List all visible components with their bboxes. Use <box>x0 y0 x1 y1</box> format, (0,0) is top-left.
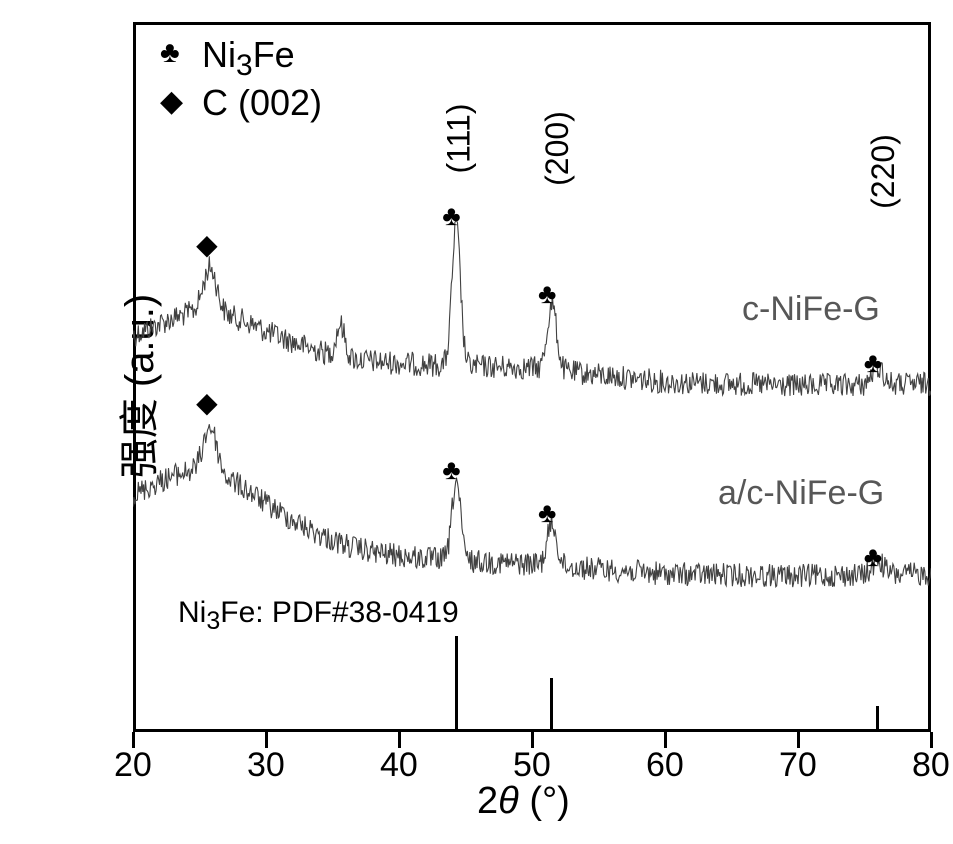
legend-symbol: ♣ <box>160 36 180 70</box>
peak-symbol: ◆ <box>196 228 218 261</box>
pdf-ref-text: Ni3Fe: PDF#38-0419 <box>178 596 459 636</box>
peak-label: (200) <box>539 111 576 186</box>
peak-symbol: ♣ <box>442 200 460 232</box>
pdf-ref-line <box>550 678 553 730</box>
legend-symbol: ◆ <box>160 84 183 119</box>
peak-symbol: ♣ <box>538 278 556 310</box>
legend-text: Ni3Fe <box>202 34 295 83</box>
peak-symbol: ♣ <box>538 497 556 529</box>
series-label-top: c-NiFe-G <box>742 290 880 329</box>
chart-root: { "canvas": { "width": 953, "height": 84… <box>0 0 953 844</box>
pdf-ref-line <box>455 636 458 730</box>
x-tick-label: 60 <box>646 746 684 785</box>
peak-symbol: ♣ <box>864 347 882 379</box>
legend-text: C (002) <box>202 82 322 124</box>
pdf-ref-line <box>876 706 879 730</box>
x-tick-label: 20 <box>114 746 152 785</box>
x-tick-label: 80 <box>912 746 950 785</box>
x-tick-label: 50 <box>513 746 551 785</box>
peak-symbol: ♣ <box>864 541 882 573</box>
series-label-bottom: a/c-NiFe-G <box>718 474 884 513</box>
x-tick-label: 40 <box>380 746 418 785</box>
x-tick-label: 30 <box>247 746 285 785</box>
x-tick-label: 70 <box>779 746 817 785</box>
peak-symbol: ◆ <box>196 386 218 419</box>
peak-symbol: ♣ <box>442 454 460 486</box>
peak-label: (220) <box>865 134 902 209</box>
peak-label: (111) <box>441 103 478 173</box>
